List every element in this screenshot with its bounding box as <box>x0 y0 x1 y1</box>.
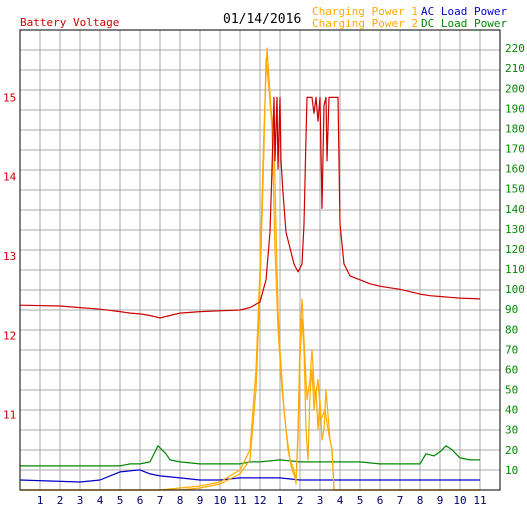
right-axis-tick-label: 70 <box>505 343 518 356</box>
left-axis-ticks: 11 12 13 14 15 <box>3 91 17 421</box>
left-axis-tick-label: 14 <box>3 171 17 184</box>
dc-load-power-legend: DC Load Power <box>421 17 507 30</box>
chart-date: 01/14/2016 <box>223 12 301 27</box>
right-axis-tick-label: 220 <box>505 42 525 55</box>
right-axis-tick-label: 140 <box>505 203 525 216</box>
right-axis-tick-label: 190 <box>505 102 525 115</box>
series-line-dc-load-power <box>20 445 480 467</box>
x-axis-tick-label: 10 <box>213 494 226 507</box>
x-axis-tick-label: 8 <box>177 494 184 507</box>
x-axis-tick-label: 11 <box>473 494 486 507</box>
x-axis-tick-label: 4 <box>97 494 104 507</box>
right-axis-tick-label: 130 <box>505 223 525 236</box>
x-axis-tick-label: 9 <box>437 494 444 507</box>
ac-load-power-legend: AC Load Power <box>421 5 507 18</box>
x-axis-tick-label: 3 <box>317 494 324 507</box>
right-axis-ticks: 10 20 30 40 50 60 70 80 90 100 110 120 130 140 150 160 1… <box>505 42 525 477</box>
x-axis-tick-label: 5 <box>117 494 124 507</box>
left-axis-tick-label: 13 <box>3 250 16 263</box>
right-axis-tick-label: 10 <box>505 464 518 477</box>
right-axis-tick-label: 210 <box>505 62 525 75</box>
x-axis-tick-label: 11 <box>233 494 246 507</box>
right-axis-tick-label: 20 <box>505 444 518 457</box>
right-axis-tick-label: 60 <box>505 363 518 376</box>
right-axis-tick-label: 100 <box>505 283 525 296</box>
x-axis-tick-label: 4 <box>337 494 344 507</box>
x-axis-tick-label: 12 <box>253 494 266 507</box>
series-layer <box>19 47 481 491</box>
right-axis-tick-label: 90 <box>505 303 518 316</box>
x-axis-tick-label: 1 <box>37 494 44 507</box>
series-line-battery-voltage <box>19 96 481 319</box>
right-axis-tick-label: 120 <box>505 243 525 256</box>
right-axis-tick-label: 40 <box>505 404 518 417</box>
series-line-charging-power-2 <box>20 57 480 491</box>
x-axis-tick-label: 5 <box>357 494 364 507</box>
x-axis-tick-label: 7 <box>397 494 404 507</box>
right-axis-tick-label: 180 <box>505 122 525 135</box>
right-axis-tick-label: 50 <box>505 384 518 397</box>
x-axis-tick-label: 3 <box>77 494 84 507</box>
x-axis-tick-label: 2 <box>57 494 64 507</box>
right-axis-tick-label: 160 <box>505 163 525 176</box>
battery-voltage-legend: Battery Voltage <box>20 16 119 29</box>
left-axis-tick-label: 12 <box>3 329 16 342</box>
x-axis-tick-label: 9 <box>197 494 204 507</box>
x-axis-tick-label: 2 <box>297 494 304 507</box>
right-axis-tick-label: 30 <box>505 424 518 437</box>
x-axis-tick-label: 6 <box>377 494 384 507</box>
x-axis-tick-label: 6 <box>137 494 144 507</box>
x-axis-ticks: 1 2 3 4 5 6 7 8 9 10 11 12 1 2 3 4 5 6 7 8 9 10 11 <box>37 494 487 507</box>
plot-frame <box>19 29 501 491</box>
x-axis-tick-label: 8 <box>417 494 424 507</box>
right-axis-tick-label: 170 <box>505 143 525 156</box>
left-axis-tick-label: 11 <box>3 409 16 422</box>
right-axis-tick-label: 110 <box>505 263 525 276</box>
x-axis-tick-label: 1 <box>277 494 284 507</box>
right-axis-tick-label: 150 <box>505 183 525 196</box>
right-axis-tick-label: 80 <box>505 323 518 336</box>
right-axis-tick-label: 200 <box>505 82 525 95</box>
x-axis-tick-label: 10 <box>453 494 466 507</box>
charging-power-1-legend: Charging Power 1 <box>312 5 418 18</box>
charging-power-2-legend: Charging Power 2 <box>312 17 418 30</box>
x-axis-tick-label: 7 <box>157 494 164 507</box>
series-line-ac-load-power <box>19 469 480 483</box>
left-axis-tick-label: 15 <box>3 91 16 104</box>
